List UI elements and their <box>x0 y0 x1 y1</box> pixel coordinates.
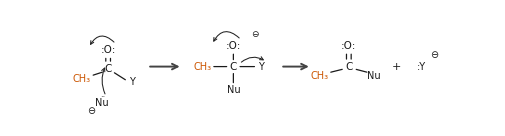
Text: CH₃: CH₃ <box>73 74 91 84</box>
Text: +: + <box>392 62 401 72</box>
Text: :O:: :O: <box>341 41 357 51</box>
Text: Nu: Nu <box>227 85 240 95</box>
Text: :O:: :O: <box>226 41 241 51</box>
Text: C: C <box>230 62 237 72</box>
Text: ⊖: ⊖ <box>87 106 95 116</box>
Text: ⊖: ⊖ <box>251 30 259 39</box>
Text: ··: ·· <box>99 94 105 103</box>
Text: :O:: :O: <box>100 45 116 55</box>
Text: Nu: Nu <box>95 98 109 108</box>
Text: C: C <box>345 62 352 72</box>
Text: Nu: Nu <box>368 71 381 81</box>
Text: C: C <box>105 64 112 74</box>
Text: Y: Y <box>129 77 134 87</box>
Text: Y: Y <box>258 62 264 72</box>
Text: ⊖: ⊖ <box>430 50 438 60</box>
Text: :Y: :Y <box>417 62 426 72</box>
Text: CH₃: CH₃ <box>193 62 211 72</box>
Text: CH₃: CH₃ <box>311 71 329 81</box>
